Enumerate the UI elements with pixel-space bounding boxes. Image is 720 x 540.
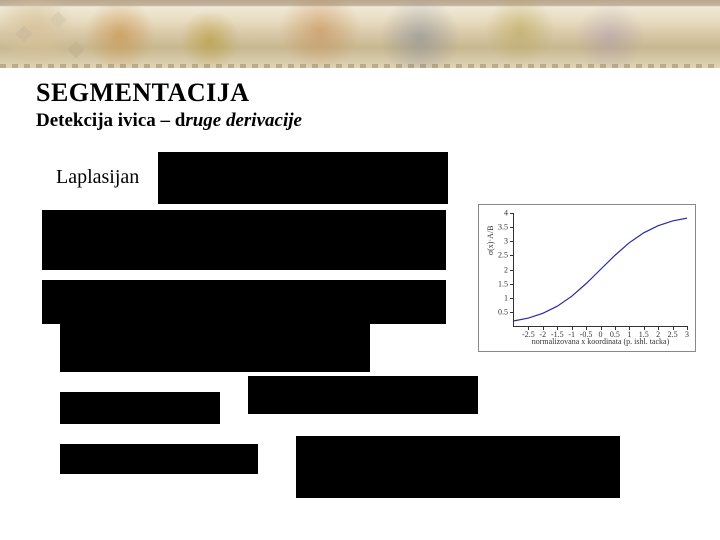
chart-xtick-label: 2.5 (668, 330, 678, 339)
chart-ytick-label: 1 (504, 293, 508, 302)
chart-ytick-label: 1.5 (498, 279, 508, 288)
redaction-box (296, 436, 620, 498)
chart-ytick (510, 255, 514, 256)
decorative-banner (0, 0, 720, 68)
page-title: SEGMENTACIJA (36, 78, 250, 108)
chart-ytick-label: 0.5 (498, 307, 508, 316)
chart-ytick (510, 298, 514, 299)
redaction-box (60, 392, 220, 424)
chart-ytick-label: 4 (504, 209, 508, 218)
chart-xtick-label: 2 (656, 330, 660, 339)
chart-xtick-label: 3 (685, 330, 689, 339)
banner-square (50, 12, 67, 29)
chart-ylabel: σ(x)·A/B (486, 225, 495, 255)
redaction-box (42, 280, 446, 324)
chart-line (514, 213, 687, 326)
redaction-box (248, 376, 478, 414)
chart-xtick-label: -0.5 (580, 330, 593, 339)
chart-ytick (510, 213, 514, 214)
chart-xtick-label: -1 (568, 330, 575, 339)
chart-ytick (510, 284, 514, 285)
chart-ytick-label: 2 (504, 265, 508, 274)
chart-xtick-label: 0.5 (610, 330, 620, 339)
chart-ytick (510, 270, 514, 271)
redaction-box (42, 210, 446, 270)
chart-axes: σ(x)·A/B normalizovana x koordinata (p. … (513, 213, 687, 327)
redaction-box (60, 324, 370, 372)
chart-series-line (514, 218, 687, 321)
chart-xtick-label: 1 (627, 330, 631, 339)
chart-xtick-label: -2.5 (522, 330, 535, 339)
label-laplasijan: Laplasijan (56, 166, 139, 189)
chart-ytick (510, 312, 514, 313)
chart-ytick-label: 3 (504, 237, 508, 246)
chart-ytick (510, 227, 514, 228)
subtitle-italic: ruge derivacije (185, 110, 302, 131)
subtitle-plain: Detekcija ivica – d (36, 110, 185, 131)
redaction-box (158, 152, 448, 204)
sigmoid-chart: σ(x)·A/B normalizovana x koordinata (p. … (478, 204, 696, 352)
banner-square (68, 42, 85, 59)
chart-xtick-label: -2 (539, 330, 546, 339)
chart-xtick-label: -1.5 (551, 330, 564, 339)
chart-ytick (510, 241, 514, 242)
banner-square (16, 26, 33, 43)
chart-ytick-label: 2.5 (498, 251, 508, 260)
chart-ytick-label: 3.5 (498, 223, 508, 232)
chart-xtick-label: 1.5 (639, 330, 649, 339)
chart-xtick-label: 0 (599, 330, 603, 339)
page-subtitle: Detekcija ivica – druge derivacije (36, 110, 302, 132)
redaction-box (60, 444, 258, 474)
